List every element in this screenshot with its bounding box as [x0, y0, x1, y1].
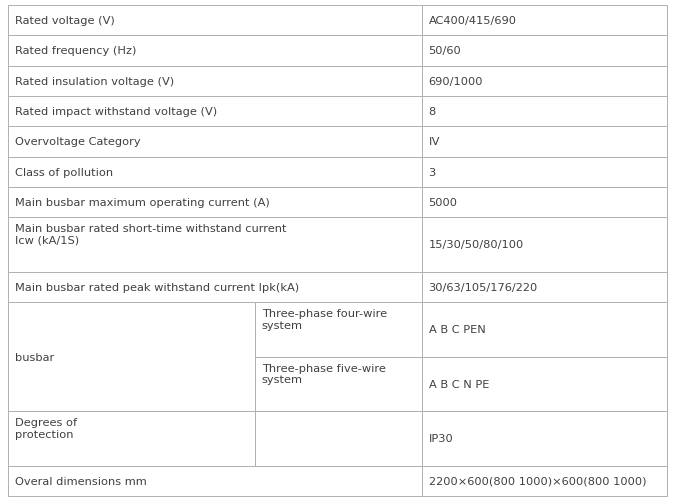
Text: Overal dimensions mm: Overal dimensions mm [15, 476, 146, 486]
Text: Rated insulation voltage (V): Rated insulation voltage (V) [15, 77, 174, 87]
Text: 30/63/105/176/220: 30/63/105/176/220 [429, 282, 538, 292]
Bar [422, 466, 667, 496]
Bar [422, 97, 667, 127]
Text: AC400/415/690: AC400/415/690 [429, 16, 516, 26]
Bar [422, 303, 667, 357]
Text: 2200×600(800 1000)×600(800 1000): 2200×600(800 1000)×600(800 1000) [429, 476, 646, 486]
Text: 690/1000: 690/1000 [429, 77, 483, 87]
Text: Three-phase five-wire
system: Three-phase five-wire system [262, 363, 386, 384]
Text: Class of pollution: Class of pollution [15, 167, 113, 177]
Text: 15/30/50/80/100: 15/30/50/80/100 [429, 240, 524, 250]
Text: A B C N PE: A B C N PE [429, 379, 489, 389]
Text: 50/60: 50/60 [429, 47, 461, 57]
Text: Rated impact withstand voltage (V): Rated impact withstand voltage (V) [15, 107, 217, 117]
Bar [422, 187, 667, 218]
Bar [8, 466, 422, 496]
Text: Main busbar maximum operating current (A): Main busbar maximum operating current (A… [15, 197, 269, 207]
Bar [8, 6, 422, 36]
Bar [255, 357, 422, 411]
Text: Rated frequency (Hz): Rated frequency (Hz) [15, 47, 136, 57]
Text: 3: 3 [429, 167, 436, 177]
Bar [422, 36, 667, 67]
Bar [8, 67, 422, 97]
Bar [8, 187, 422, 218]
Text: Overvoltage Category: Overvoltage Category [15, 137, 140, 147]
Text: 5000: 5000 [429, 197, 458, 207]
Bar [8, 272, 422, 303]
Text: Main busbar rated peak withstand current Ipk(kA): Main busbar rated peak withstand current… [15, 282, 299, 292]
Bar [8, 218, 422, 272]
Text: A B C PEN: A B C PEN [429, 325, 485, 335]
Bar [422, 6, 667, 36]
Text: IP30: IP30 [429, 433, 454, 443]
Bar [255, 411, 422, 466]
Bar [8, 411, 255, 466]
Bar [8, 36, 422, 67]
Bar [422, 272, 667, 303]
Text: Main busbar rated short-time withstand current
Icw (kA/1S): Main busbar rated short-time withstand c… [15, 224, 286, 245]
Text: busbar: busbar [15, 352, 54, 362]
Bar [8, 303, 255, 411]
Text: Ⅳ: Ⅳ [429, 137, 439, 147]
Bar [422, 67, 667, 97]
Bar [422, 357, 667, 411]
Bar [422, 411, 667, 466]
Bar [8, 157, 422, 187]
Text: Degrees of
protection: Degrees of protection [15, 417, 77, 439]
Bar [422, 218, 667, 272]
Bar [255, 303, 422, 357]
Bar [8, 127, 422, 157]
Bar [422, 157, 667, 187]
Text: Three-phase four-wire
system: Three-phase four-wire system [262, 309, 387, 330]
Bar [8, 97, 422, 127]
Bar [422, 127, 667, 157]
Text: Rated voltage (V): Rated voltage (V) [15, 16, 115, 26]
Text: 8: 8 [429, 107, 436, 117]
